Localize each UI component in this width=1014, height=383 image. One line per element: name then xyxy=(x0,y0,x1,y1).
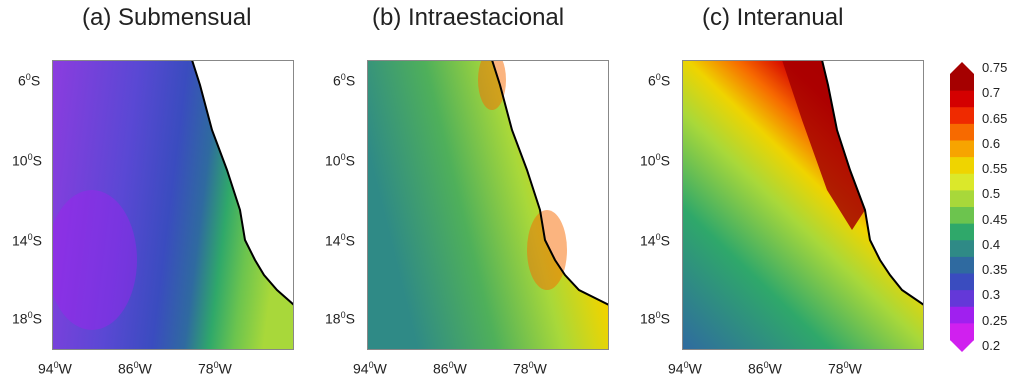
colorbar-tick-label: 0.65 xyxy=(982,110,1008,126)
panel-b-title: (b) Intraestacional xyxy=(372,4,565,31)
lat-label-b-2: 140S xyxy=(325,232,355,249)
colorbar-bottom-arrow xyxy=(950,340,974,352)
colorbar-tick-label: 0.75 xyxy=(982,60,1008,75)
colorbar-swatch xyxy=(950,90,974,108)
panel-c-title: (c) Interanual xyxy=(702,4,844,31)
colorbar-tick-label: 0.45 xyxy=(982,211,1008,227)
colorbar-swatch xyxy=(950,323,974,341)
panel-a-map xyxy=(52,60,294,350)
colorbar-swatch xyxy=(950,173,974,191)
lon-label-c-2: 780W xyxy=(828,360,862,377)
colorbar-swatch xyxy=(950,74,974,92)
lat-label-c-1: 100S xyxy=(640,152,670,169)
colorbar-swatch xyxy=(950,107,974,125)
lat-label-a-3: 180S xyxy=(12,310,42,327)
colorbar xyxy=(950,62,974,352)
lat-label-a-0: 60S xyxy=(18,72,41,89)
colorbar-tick-label: 0.4 xyxy=(982,236,1001,252)
colorbar-tick-label: 0.35 xyxy=(982,262,1008,278)
lon-label-b-2: 780W xyxy=(513,360,547,377)
colorbar-swatch xyxy=(950,140,974,158)
lat-label-a-2: 140S xyxy=(12,232,42,249)
lat-label-b-3: 180S xyxy=(325,310,355,327)
colorbar-swatch xyxy=(950,123,974,141)
colorbar-swatch xyxy=(950,256,974,274)
colorbar-tick-label: 0.7 xyxy=(982,85,1001,101)
lon-label-a-2: 780W xyxy=(198,360,232,377)
colorbar-swatch xyxy=(950,240,974,258)
lat-label-b-0: 60S xyxy=(333,72,356,89)
lat-label-c-2: 140S xyxy=(640,232,670,249)
lat-label-a-1: 100S xyxy=(12,152,42,169)
panel-a-title: (a) Submensual xyxy=(82,4,252,31)
colorbar-tick-label: 0.55 xyxy=(982,161,1008,177)
lon-label-c-0: 940W xyxy=(668,360,702,377)
colorbar-tick-label: 0.5 xyxy=(982,186,1001,202)
colorbar-swatch xyxy=(950,157,974,175)
colorbar-swatch xyxy=(950,223,974,241)
lon-label-b-0: 940W xyxy=(353,360,387,377)
panel-b-map xyxy=(367,60,609,350)
colorbar-tick-label: 0.25 xyxy=(982,312,1008,328)
colorbar-swatch xyxy=(950,273,974,291)
colorbar-tick-label: 0.3 xyxy=(982,287,1001,303)
lat-label-b-1: 100S xyxy=(325,152,355,169)
colorbar-top-arrow xyxy=(950,62,974,74)
lon-label-a-0: 940W xyxy=(38,360,72,377)
colorbar-tick-label: 0.6 xyxy=(982,135,1001,151)
panel-c-map xyxy=(682,60,924,350)
lon-label-c-1: 860W xyxy=(748,360,782,377)
colorbar-swatch xyxy=(950,290,974,308)
colorbar-swatch xyxy=(950,306,974,324)
lon-label-a-1: 860W xyxy=(118,360,152,377)
lon-label-b-1: 860W xyxy=(433,360,467,377)
colorbar-swatch xyxy=(950,190,974,208)
lat-label-c-0: 60S xyxy=(648,72,671,89)
colorbar-tick-label: 0.2 xyxy=(982,338,1001,353)
colorbar-swatch xyxy=(950,207,974,225)
lat-label-c-3: 180S xyxy=(640,310,670,327)
